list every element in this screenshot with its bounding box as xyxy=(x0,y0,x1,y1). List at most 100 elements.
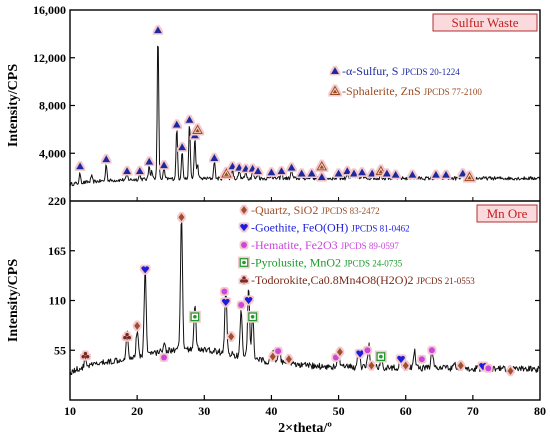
sulfur-marker xyxy=(358,168,367,176)
sulfur-marker xyxy=(153,26,162,34)
goethite-marker xyxy=(221,298,230,307)
hematite-marker xyxy=(428,347,435,354)
y-tick-label: 110 xyxy=(49,294,66,308)
x-tick-label: 80 xyxy=(534,404,546,418)
pyrolusite-marker xyxy=(190,312,200,322)
sulfur-marker xyxy=(382,169,391,177)
sulfur-marker xyxy=(172,120,181,128)
sulfur-marker xyxy=(145,157,154,165)
quartz-marker xyxy=(241,206,247,214)
sulfur-marker xyxy=(76,162,85,170)
sulfur-marker xyxy=(317,173,326,181)
quartz-marker xyxy=(368,361,375,370)
goethite-marker xyxy=(244,296,253,305)
legend-mn-ore: -Quartz, SiO2 JPCDS 83-2472 -Goethite, Fe… xyxy=(239,203,475,287)
x-tick-label: 60 xyxy=(400,404,412,418)
goethite-marker xyxy=(479,363,487,371)
panel-label-sulfur-waste: Sulfur Waste xyxy=(432,13,538,32)
x-axis-label: 2×theta/º xyxy=(278,421,332,436)
sulfur-marker xyxy=(102,155,111,163)
sulfur-marker xyxy=(185,115,194,123)
quartz-marker xyxy=(269,352,276,361)
sulfur-marker xyxy=(241,164,250,172)
diffraction-curve-mn-ore xyxy=(69,222,540,375)
sulfur-marker xyxy=(297,169,306,177)
legend-sulfur-waste: -α-Sulfur, S JPCDS 20-1224 -Sphalerite, Z… xyxy=(329,64,482,98)
quartz-marker xyxy=(134,321,141,330)
hematite-marker xyxy=(241,242,247,248)
sphalerite-marker xyxy=(375,165,387,176)
y-tick-label: 12,000 xyxy=(33,51,66,65)
hematite-marker xyxy=(238,302,245,309)
sulfur-marker xyxy=(431,170,440,178)
legend-entry: -Goethite, FeO(OH) JPCDS 81-0462 xyxy=(251,221,410,235)
sulfur-marker xyxy=(350,169,359,177)
svg-text:Sulfur Waste: Sulfur Waste xyxy=(452,15,519,30)
hematite-marker xyxy=(364,347,371,354)
sphalerite-marker xyxy=(464,171,475,182)
panel-label-mn-ore: Mn Ore xyxy=(476,204,538,223)
x-tick-label: 40 xyxy=(265,404,277,418)
sulfur-marker xyxy=(160,161,168,169)
sulfur-marker xyxy=(135,167,144,175)
hematite-marker xyxy=(418,356,425,363)
svg-text:Mn Ore: Mn Ore xyxy=(487,206,528,221)
legend-entry: -α-Sulfur, S JPCDS 20-1224 xyxy=(342,64,460,78)
sphalerite-marker xyxy=(221,168,232,178)
y-tick-label: 55 xyxy=(54,343,66,357)
sphalerite-marker xyxy=(316,160,328,171)
quartz-marker xyxy=(507,367,514,376)
x-tick-label: 50 xyxy=(333,404,345,418)
sulfur-marker xyxy=(248,164,257,172)
hematite-marker xyxy=(332,354,339,361)
pyrolusite-marker xyxy=(239,258,249,267)
y-tick-label: 8,000 xyxy=(39,99,66,113)
x-tick-label: 10 xyxy=(64,404,76,418)
todorokite-marker xyxy=(240,276,248,284)
hematite-marker xyxy=(275,348,282,355)
sulfur-marker xyxy=(458,169,467,177)
sulfur-marker xyxy=(442,170,450,178)
quartz-marker xyxy=(178,213,185,222)
sulfur-marker xyxy=(235,163,244,171)
sulfur-marker xyxy=(178,143,187,151)
sulfur-marker xyxy=(190,131,199,139)
sphalerite-marker xyxy=(329,85,341,95)
sulfur-marker xyxy=(343,167,352,175)
pyrolusite-marker xyxy=(376,352,386,362)
y-axis-label: Intensity/CPS xyxy=(6,259,21,342)
hematite-marker xyxy=(485,365,492,372)
sulfur-marker xyxy=(210,154,219,162)
legend-entry: -Pyrolusite, MnO2 JPCDS 24-0735 xyxy=(251,256,403,270)
quartz-marker xyxy=(457,361,464,370)
hematite-marker xyxy=(161,354,167,361)
sulfur-marker xyxy=(123,167,132,175)
sulfur-marker xyxy=(331,67,339,74)
legend-entry: -Quartz, SiO2 JPCDS 83-2472 xyxy=(251,203,380,217)
y-tick-label: 4,000 xyxy=(39,146,66,160)
sulfur-marker xyxy=(254,167,262,175)
quartz-marker xyxy=(285,355,292,364)
quartz-marker xyxy=(228,332,235,341)
legend-entry: -Todorokite,Ca0.8Mn4O8(H2O)2 JPCDS 21-05… xyxy=(251,273,475,287)
goethite-marker xyxy=(397,355,405,364)
y-tick-label: 220 xyxy=(48,194,66,208)
plot-frame xyxy=(69,9,541,401)
diffraction-curve-sulfur-waste xyxy=(69,45,541,187)
sulfur-marker xyxy=(228,162,237,170)
sulfur-marker xyxy=(334,169,343,177)
pyrolusite-marker xyxy=(248,312,258,322)
y-tick-label: 16,000 xyxy=(33,3,66,17)
sulfur-marker xyxy=(408,170,417,178)
x-tick-label: 30 xyxy=(198,404,210,418)
sulfur-marker xyxy=(307,169,316,177)
sulfur-marker xyxy=(277,167,286,175)
sphalerite-marker xyxy=(192,124,203,134)
sulfur-marker xyxy=(368,169,377,177)
todorokite-marker xyxy=(123,332,132,341)
quartz-marker xyxy=(402,361,409,370)
legend-entry: -Hematite, Fe2O3 JPCDS 89-0597 xyxy=(251,238,399,252)
goethite-marker xyxy=(356,350,364,358)
